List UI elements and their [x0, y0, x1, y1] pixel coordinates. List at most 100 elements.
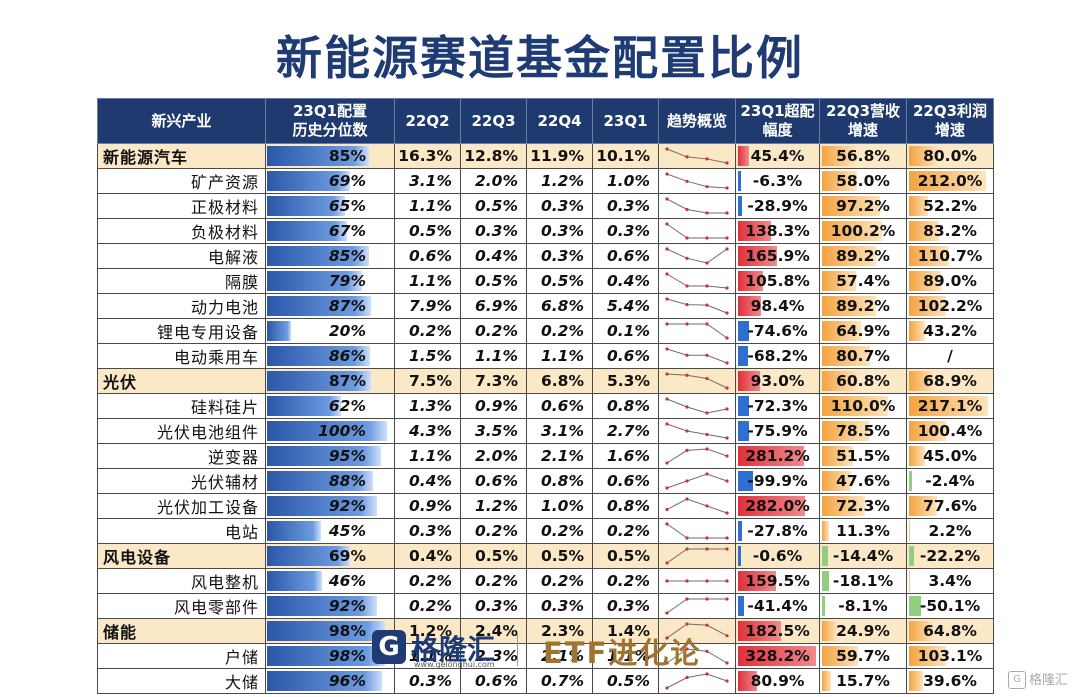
quarter-value: 0.3%	[460, 593, 527, 619]
sparkline-svg	[665, 579, 729, 583]
trend-sparkline	[658, 318, 736, 344]
excess-bar	[738, 446, 805, 466]
sparkline-point	[705, 504, 709, 508]
sparkline-point	[725, 454, 729, 458]
percentile-cell: 79%	[265, 268, 395, 294]
sparkline-line	[666, 673, 728, 689]
trend-sparkline	[658, 543, 736, 569]
excess-cell: 138.3%	[735, 218, 820, 244]
revenue-growth-cell: -8.1%	[819, 593, 907, 619]
profit-bar	[909, 596, 922, 616]
excess-bar	[738, 421, 750, 441]
profit-value: 45.0%	[923, 447, 977, 465]
sparkline-point	[685, 622, 689, 626]
percentile-cell: 92%	[265, 493, 395, 519]
sparkline-line	[666, 273, 728, 289]
percentile-value: 65%	[328, 197, 366, 215]
sparkline-svg	[665, 647, 729, 665]
table-row: 新能源汽车 85% 16.3% 12.8% 11.9% 10.1% 45.4% 56.8% 80…	[97, 143, 994, 169]
quarter-value: 1.2%	[460, 493, 527, 519]
profit-value: 43.2%	[923, 322, 977, 340]
revenue-growth-cell: -18.1%	[819, 568, 907, 594]
table-row: 户储 98% 1.1% 2.3% 2.1% 1.1% 328.2% 59.7% 103.1%	[97, 643, 994, 669]
excess-bar	[738, 471, 753, 491]
revenue-value: 15.7%	[836, 672, 890, 690]
quarter-value: 1.1%	[394, 193, 461, 219]
industry-name: 正极材料	[97, 193, 266, 219]
sparkline-svg	[665, 597, 729, 615]
sparkline-point	[685, 429, 689, 433]
profit-bar	[909, 196, 928, 216]
excess-cell: 98.4%	[735, 293, 820, 319]
trend-sparkline	[658, 193, 736, 219]
profit-value: 83.2%	[923, 222, 977, 240]
percentile-bar	[267, 371, 372, 391]
sparkline-point	[725, 186, 729, 190]
quarter-value: 1.6%	[592, 443, 659, 469]
revenue-bar	[822, 496, 866, 516]
percentile-value: 87%	[328, 372, 366, 390]
quarter-value: 0.2%	[394, 318, 461, 344]
quarter-value: 2.1%	[526, 443, 593, 469]
excess-cell: -99.9%	[735, 468, 820, 494]
table-row: 正极材料 65% 1.1% 0.5% 0.3% 0.3% -28.9% 97.2% 52.2%	[97, 193, 994, 219]
quarter-value: 0.8%	[592, 493, 659, 519]
sparkline-point	[685, 547, 689, 551]
profit-growth-cell: 52.2%	[906, 193, 994, 219]
revenue-growth-cell: 100.2%	[819, 218, 907, 244]
quarter-value: 0.1%	[592, 318, 659, 344]
sparkline-point	[665, 297, 669, 301]
excess-value: 282.0%	[745, 497, 810, 515]
profit-value: 2.2%	[928, 522, 972, 540]
excess-cell: -72.3%	[735, 393, 820, 419]
percentile-cell: 62%	[265, 393, 395, 419]
trend-sparkline	[658, 368, 736, 394]
quarter-value: 1.3%	[394, 393, 461, 419]
sparkline-point	[705, 157, 709, 161]
percentile-bar	[267, 396, 342, 416]
percentile-cell: 87%	[265, 293, 395, 319]
percentile-bar	[267, 621, 385, 641]
sparkline-point	[705, 432, 709, 437]
sparkline-point	[665, 147, 669, 151]
quarter-value: 0.5%	[460, 268, 527, 294]
industry-name: 光伏	[97, 368, 266, 394]
sparkline-point	[665, 686, 669, 690]
percentile-value: 100%	[318, 422, 366, 440]
revenue-bar	[822, 421, 870, 441]
sparkline-line	[666, 423, 728, 439]
profit-value: 3.4%	[928, 572, 972, 590]
profit-growth-cell: 2.2%	[906, 518, 994, 544]
slogan: ETF进化论	[543, 636, 702, 670]
trend-sparkline	[658, 218, 736, 244]
excess-cell: 281.2%	[735, 443, 820, 469]
quarter-value: 0.5%	[526, 268, 593, 294]
revenue-value: 11.3%	[836, 522, 890, 540]
percentile-bar	[267, 271, 362, 291]
table-row: 硅料硅片 62% 1.3% 0.9% 0.6% 0.8% -72.3% 110.0% 217.1…	[97, 393, 994, 419]
profit-value: 103.1%	[917, 647, 983, 665]
percentile-bar	[267, 296, 372, 316]
quarter-value: 1.1%	[460, 343, 527, 369]
sparkline-point	[725, 579, 729, 583]
excess-cell: -6.3%	[735, 168, 820, 194]
revenue-value: 100.2%	[830, 222, 896, 240]
trend-sparkline	[658, 443, 736, 469]
percentile-value: 87%	[328, 297, 366, 315]
revenue-bar	[822, 396, 888, 416]
quarter-value: 0.3%	[460, 218, 527, 244]
trend-sparkline	[658, 268, 736, 294]
sparkline-point	[665, 661, 669, 665]
sparkline-line	[666, 648, 728, 664]
profit-bar	[909, 246, 950, 266]
excess-cell: -41.4%	[735, 593, 820, 619]
excess-cell: 282.0%	[735, 493, 820, 519]
profit-bar	[909, 171, 987, 191]
excess-value: -74.6%	[747, 322, 808, 340]
excess-bar	[738, 371, 760, 391]
revenue-growth-cell: 57.4%	[819, 268, 907, 294]
revenue-value: 64.9%	[836, 322, 890, 340]
quarter-value: 0.4%	[394, 543, 461, 569]
header-excess: 23Q1超配 幅度	[735, 98, 820, 144]
sparkline-point	[725, 386, 729, 390]
